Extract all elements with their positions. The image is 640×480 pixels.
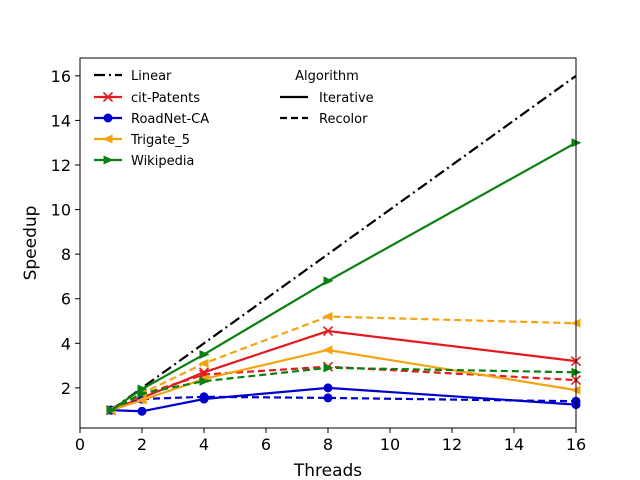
y-tick-label-12: 12 (51, 156, 71, 175)
y-tick-label-10: 10 (51, 201, 71, 220)
point-trigate-5-recolor-4 (198, 358, 209, 368)
legend-label-roadnet-ca: RoadNet-CA (131, 112, 209, 127)
point-roadnet-ca-recolor-4 (199, 392, 209, 402)
point-roadnet-ca-iterative-8 (323, 383, 333, 393)
series-line-wikipedia-recolor (110, 366, 577, 412)
point-wikipedia-iterative-8 (323, 276, 334, 286)
point-trigate-5-iterative-2 (136, 395, 147, 405)
y-tick-label-14: 14 (51, 111, 71, 130)
x-tick-label-8: 8 (323, 435, 333, 454)
point-wikipedia-recolor-1 (106, 405, 117, 415)
legend-marker-roadnet-ca (103, 113, 113, 123)
y-axis-label: Speedup (21, 206, 41, 281)
legend: Linear cit-Patents RoadNet-CA Trigate_5 Wiki… (94, 69, 374, 169)
x-tick-label-16: 16 (566, 435, 586, 454)
x-tick-label-10: 10 (380, 435, 400, 454)
legend-marker-cit-patents (102, 91, 114, 103)
point-wikipedia-recolor-2 (137, 388, 148, 398)
legend-marker-wikipedia (103, 155, 114, 165)
y-tick-label-4: 4 (61, 334, 71, 353)
ticks: 0 2 4 6 8 10 12 14 16 2 4 6 8 10 12 14 16 (51, 67, 587, 454)
series-line-trigate-5-recolor (110, 315, 577, 412)
x-tick-label-12: 12 (442, 435, 462, 454)
x-tick-label-14: 14 (504, 435, 524, 454)
legend-label-recolor: Recolor (319, 112, 368, 127)
x-tick-label-6: 6 (261, 435, 271, 454)
legend-label-trigate-5: Trigate_5 (130, 133, 190, 148)
y-tick-label-2: 2 (61, 379, 71, 398)
plot-area (105, 74, 582, 416)
x-tick-label-2: 2 (137, 435, 147, 454)
y-tick-label-6: 6 (61, 290, 71, 309)
x-tick-label-0: 0 (75, 435, 85, 454)
legend-title: Algorithm (295, 69, 359, 84)
x-axis-label: Threads (293, 461, 362, 480)
y-tick-label-8: 8 (61, 245, 71, 264)
legend-label-cit-patents: cit-Patents (131, 91, 200, 106)
legend-label-linear: Linear (131, 69, 172, 84)
legend-label-wikipedia: Wikipedia (131, 154, 194, 169)
point-wikipedia-iterative-4 (199, 349, 210, 359)
point-roadnet-ca-recolor-8 (323, 393, 333, 403)
point-trigate-5-recolor-8 (322, 312, 333, 322)
legend-label-iterative: Iterative (319, 91, 374, 106)
point-roadnet-ca-iterative-2 (137, 406, 147, 416)
y-tick-label-16: 16 (51, 67, 71, 86)
point-wikipedia-recolor-8 (323, 363, 334, 373)
point-trigate-5-iterative-8 (322, 345, 333, 355)
x-tick-label-4: 4 (199, 435, 209, 454)
point-cit-patents-iterative-8 (322, 325, 334, 337)
point-wikipedia-recolor-4 (199, 376, 210, 386)
legend-marker-trigate-5 (102, 134, 113, 144)
